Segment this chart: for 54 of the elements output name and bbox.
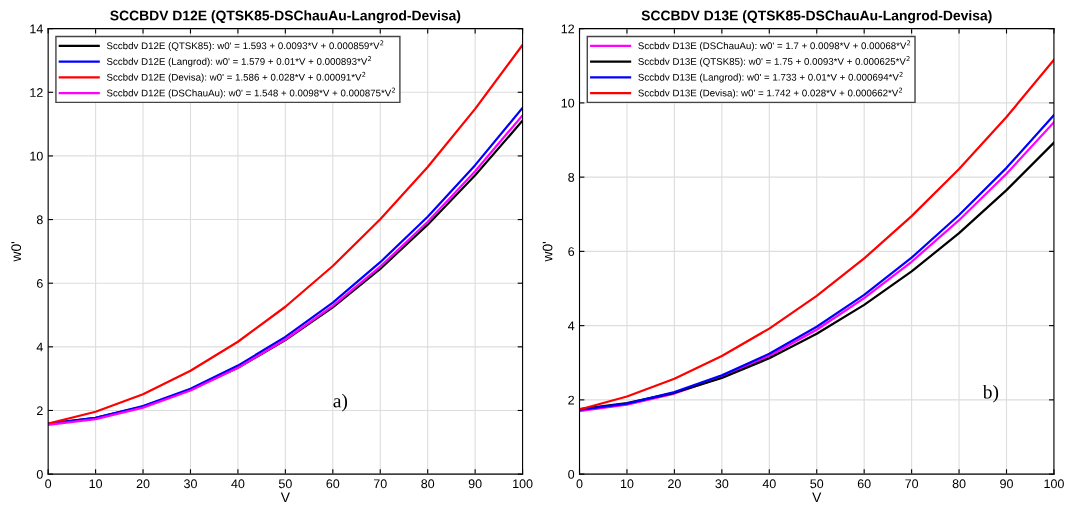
annotation: b) <box>982 384 999 403</box>
x-tick-label: 20 <box>668 479 681 489</box>
y-tick-label: 0 <box>36 469 43 479</box>
x-tick-label: 90 <box>1000 479 1013 489</box>
y-axis-title: w0' <box>542 241 553 262</box>
x-tick-label: 30 <box>184 479 197 489</box>
y-tick-label: 6 <box>568 247 575 257</box>
x-tick-label: 40 <box>231 479 245 489</box>
x-tick-label: 80 <box>421 479 435 489</box>
y-tick-label: 2 <box>36 406 43 415</box>
y-tick-label: 4 <box>567 321 575 331</box>
y-tick-label: 12 <box>30 88 43 97</box>
y-tick-label: 8 <box>568 172 575 182</box>
chart-title: SCCBDV D13E (QTSK85-DSChauAu-Langrod-Devisa) <box>641 10 992 24</box>
y-tick-label: 12 <box>561 24 575 34</box>
x-tick-label: 0 <box>45 479 52 489</box>
y-tick-label: 6 <box>36 279 43 288</box>
x-tick-label: 100 <box>513 479 533 489</box>
chart-title: SCCBDV D12E (QTSK85-DSChauAu-Langrod-Devisa) <box>110 10 461 24</box>
y-tick-label: 10 <box>30 151 43 161</box>
y-tick-label: 4 <box>36 342 43 352</box>
y-tick-label: 14 <box>30 24 43 34</box>
x-axis-title: V <box>812 492 822 503</box>
x-tick-label: 80 <box>952 479 966 489</box>
x-tick-label: 100 <box>1044 479 1064 489</box>
legend-label: Sccbdv D12E (Langrod): w0' = 1.579 + 0.01*V + 0.000893*V$^{2}$ <box>106 56 372 67</box>
x-tick-label: 70 <box>905 479 919 489</box>
x-tick-label: 30 <box>715 479 729 489</box>
line-series <box>579 58 1054 411</box>
x-tick-label: 90 <box>468 479 482 489</box>
legend-label: Sccbdv D12E (QTSK85): w0' = 1.593 + 0.0093*V + 0.000859*V$^{2}$ <box>106 40 384 52</box>
x-tick-label: 50 <box>278 479 292 489</box>
legend-label: Sccbdv D13E (QTSK85): w0' = 1.75 + 0.0093*V + 0.000625*V$^{2}$ <box>638 56 910 67</box>
legend-label: Sccbdv D12E (Devisa): w0' = 1.586 + 0.028*V + 0.00091*V$^{2}$ <box>106 71 366 83</box>
legend-label: Sccbdv D12E (DSChauAu): w0' = 1.548 + 0.0098*V + 0.000875*V$^{2}$ <box>106 87 396 99</box>
x-tick-label: 60 <box>857 479 871 489</box>
x-axis-title: V <box>280 492 290 503</box>
y-tick-label: 8 <box>36 215 43 225</box>
x-tick-label: 50 <box>810 479 824 489</box>
legend-label: Sccbdv D13E (DSChauAu): w0' = 1.7 + 0.0098*V + 0.00068*V$^{2}$ <box>638 40 911 52</box>
annotation: a) <box>333 393 348 412</box>
y-axis-title: w0' <box>11 241 22 262</box>
legend-label: Sccbdv D13E (Langrod): w0' = 1.733 + 0.01*V + 0.000694*V$^{2}$ <box>638 71 903 83</box>
x-tick-label: 10 <box>620 479 634 489</box>
x-tick-label: 70 <box>373 479 387 489</box>
y-tick-label: 10 <box>561 98 575 108</box>
y-tick-label: 0 <box>568 469 575 479</box>
x-tick-label: 60 <box>326 479 340 489</box>
x-tick-label: 20 <box>136 479 150 489</box>
x-tick-label: 40 <box>762 479 776 489</box>
x-tick-label: 0 <box>576 479 583 489</box>
y-tick-label: 2 <box>568 395 575 405</box>
x-tick-label: 10 <box>89 479 103 489</box>
legend-label: Sccbdv D13E (Devisa): w0' = 1.742 + 0.028*V + 0.000662*V$^{2}$ <box>638 87 903 99</box>
